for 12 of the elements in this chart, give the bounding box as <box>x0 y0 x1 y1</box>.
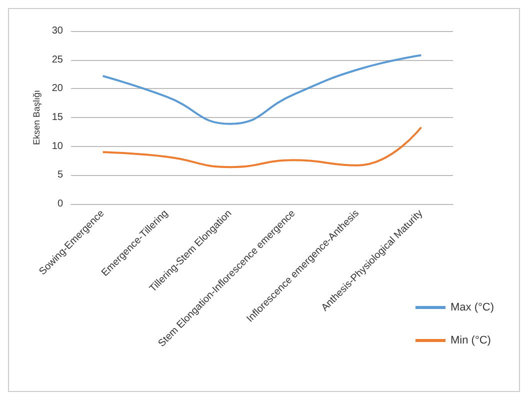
line-series <box>102 126 422 168</box>
y-tick-label: 30 <box>52 26 64 36</box>
legend-label: Max (°C) <box>450 302 494 314</box>
y-tick-label: 15 <box>52 112 64 123</box>
y-tick-label: 0 <box>57 198 64 210</box>
y-tick-label: 10 <box>52 140 64 152</box>
y-tick-label: 5 <box>57 170 64 181</box>
y-tick-label: 20 <box>52 83 64 94</box>
legend-label: Min (°C) <box>450 334 491 346</box>
y-tick-label: 25 <box>52 54 64 66</box>
y-axis-title: Eksen Başlığı <box>31 90 42 146</box>
line-series <box>102 54 422 125</box>
